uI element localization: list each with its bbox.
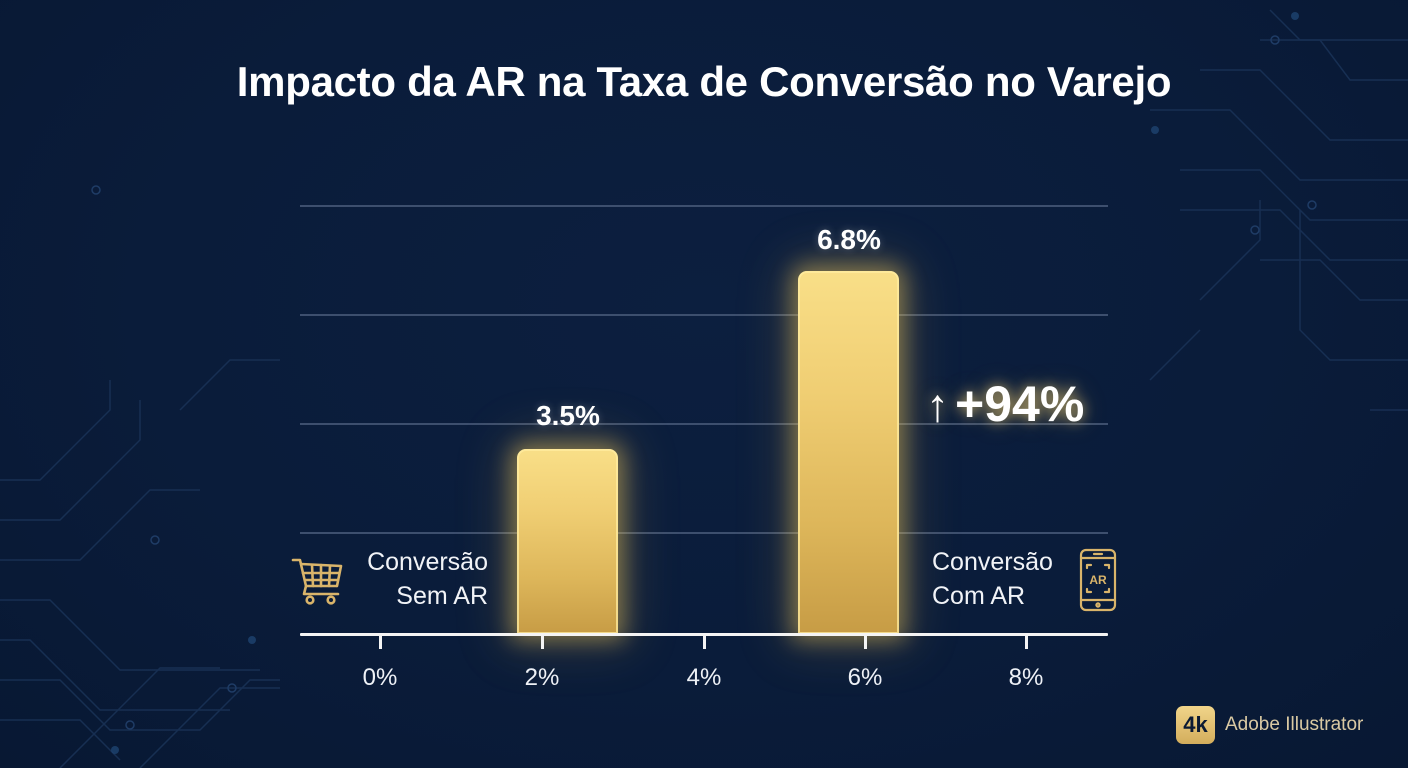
svg-text:AR: AR (1089, 573, 1107, 587)
x-axis (300, 633, 1108, 636)
category-label-line: Conversão (367, 548, 488, 576)
bar-value-label: 3.5% (536, 400, 600, 431)
category-label-sem-ar: Conversão Sem AR (340, 545, 488, 613)
category-label-com-ar: Conversão Com AR (932, 545, 1072, 613)
shopping-cart-icon (291, 558, 343, 605)
x-tick-label: 0% (362, 664, 398, 691)
x-tick (378, 635, 382, 649)
growth-value: +94% (955, 376, 1085, 432)
4k-badge: 4k (1176, 706, 1215, 744)
category-label-line: Conversão (932, 548, 1053, 576)
smartphone-ar-icon: AR (1079, 548, 1117, 612)
category-label-line: Sem AR (396, 582, 488, 610)
x-tick (702, 635, 706, 649)
gridline (300, 314, 1108, 316)
bar-sem-ar (517, 449, 618, 634)
x-tick-label: 6% (847, 664, 883, 691)
bar-value-label: 6.8% (817, 224, 881, 255)
x-tick-label: 2% (524, 664, 560, 691)
bar-com-ar (798, 271, 899, 634)
x-tick-label: 4% (686, 664, 722, 691)
watermark-text: Adobe Illustrator (1225, 714, 1364, 735)
x-tick (863, 635, 867, 649)
category-label-line: Com AR (932, 582, 1026, 610)
arrow-up-icon: ↑ (926, 379, 949, 431)
x-tick (540, 635, 544, 649)
gridline (300, 423, 1108, 425)
gridline (300, 205, 1108, 207)
x-tick-label: 8% (1008, 664, 1044, 691)
chart-title: Impacto da AR na Taxa de Conversão no Va… (236, 58, 1172, 105)
growth-annotation: ↑ +94% (926, 375, 1084, 433)
x-tick (1024, 635, 1028, 649)
gridline (300, 532, 1108, 534)
